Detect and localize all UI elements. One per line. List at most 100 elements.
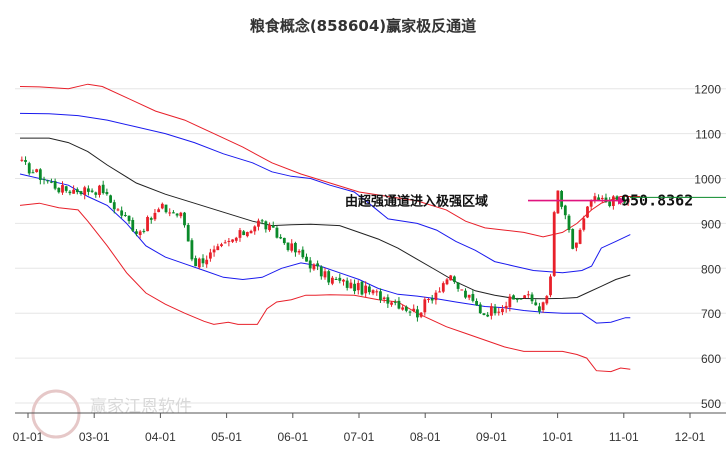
candle-body	[220, 244, 223, 247]
candle-body	[475, 300, 478, 306]
candle-body	[50, 181, 53, 183]
x-axis: 01-01 03-01 04-01 05-01 06-01 07-01 08-01 09-01…	[13, 412, 726, 444]
candle-body	[238, 230, 242, 238]
candle-body	[438, 291, 442, 293]
candle-body	[157, 209, 161, 213]
x-tick-label: 11-01	[609, 430, 639, 444]
candle-body	[271, 225, 275, 228]
candle-body	[371, 290, 375, 294]
candle-body	[493, 306, 497, 314]
candle-body	[257, 220, 260, 227]
x-tick-label: 01-01	[13, 430, 44, 444]
candle-body	[552, 212, 556, 276]
channel-bands	[19, 83, 640, 373]
candle-body	[360, 281, 364, 295]
y-tick-label: 600	[701, 352, 721, 366]
candle-body	[401, 307, 405, 310]
candle-body	[367, 286, 371, 293]
upper-inner-band	[19, 112, 631, 274]
x-tick-label: 10-01	[542, 430, 573, 444]
y-tick-label: 1200	[694, 83, 721, 97]
candle-body	[135, 231, 138, 234]
x-tick-label: 03-01	[79, 430, 110, 444]
candle-body	[523, 295, 527, 299]
candle-body	[183, 212, 186, 226]
candle-body	[364, 285, 368, 294]
candle-body	[149, 218, 153, 220]
x-tick-label: 12-01	[675, 430, 706, 444]
y-tick-label: 1100	[695, 128, 721, 142]
candle-body	[563, 205, 567, 216]
candle-body	[94, 192, 98, 195]
candle-body	[538, 306, 541, 312]
candle-body	[234, 237, 238, 241]
candle-body	[560, 191, 564, 207]
candle-body	[297, 250, 301, 253]
candle-body	[334, 278, 338, 280]
middle-line	[20, 137, 631, 300]
candle-body	[123, 214, 127, 216]
grid-lines	[15, 88, 726, 404]
candle-body	[390, 302, 393, 305]
candle-body	[75, 189, 79, 193]
candle-body	[567, 215, 571, 230]
candle-body	[427, 299, 430, 301]
candle-body	[408, 311, 412, 313]
candle-body	[549, 276, 552, 296]
candle-body	[98, 185, 101, 195]
candle-body	[138, 231, 142, 236]
annotation-text: 由超强通道进入极强区域	[345, 194, 488, 210]
candle-body	[212, 249, 216, 253]
candle-body	[31, 172, 35, 174]
watermark-seal-icon	[31, 389, 81, 439]
candle-body	[61, 185, 64, 193]
annotation-arrow-head	[618, 196, 626, 205]
y-tick-label: 700	[701, 307, 721, 321]
upper-outer-band	[19, 83, 640, 238]
candle-body	[586, 206, 589, 218]
candle-body	[379, 291, 382, 301]
candle-body	[282, 237, 286, 244]
candle-body	[168, 212, 172, 214]
candle-body	[382, 297, 386, 300]
x-tick-label: 09-01	[476, 430, 507, 444]
candle-body	[464, 290, 467, 298]
candle-body	[386, 297, 390, 304]
candle-body	[131, 219, 135, 231]
candle-body	[316, 263, 320, 267]
y-tick-label: 800	[701, 262, 721, 276]
watermark-logo: 赢家江恩软件	[31, 389, 192, 439]
candle-body	[486, 314, 490, 317]
candle-body	[345, 280, 349, 288]
candle-body	[264, 221, 268, 230]
candle-body	[216, 246, 220, 251]
candle-body	[260, 220, 264, 222]
candle-body	[349, 282, 353, 289]
candle-body	[42, 178, 46, 180]
candle-body	[227, 240, 231, 242]
candle-body	[338, 277, 342, 281]
candle-body	[24, 160, 27, 162]
candle-body	[301, 249, 305, 258]
candle-body	[497, 311, 501, 313]
candle-body	[79, 191, 83, 194]
candle-body	[172, 212, 175, 214]
candle-body	[205, 259, 209, 265]
candle-body	[153, 212, 157, 220]
candle-body	[530, 294, 534, 302]
candle-body	[504, 305, 508, 309]
candle-body	[489, 306, 493, 316]
candle-body	[279, 237, 283, 239]
candle-body	[556, 190, 560, 214]
x-tick-label: 08-01	[410, 430, 441, 444]
candle-body	[526, 294, 530, 296]
y-tick-label: 1000	[694, 173, 721, 187]
candle-body	[194, 258, 198, 267]
candle-body	[501, 308, 504, 313]
candle-body	[190, 240, 194, 260]
candle-body	[305, 256, 308, 262]
candle-body	[112, 202, 116, 210]
candle-body	[578, 229, 582, 244]
candle-body	[201, 258, 205, 264]
